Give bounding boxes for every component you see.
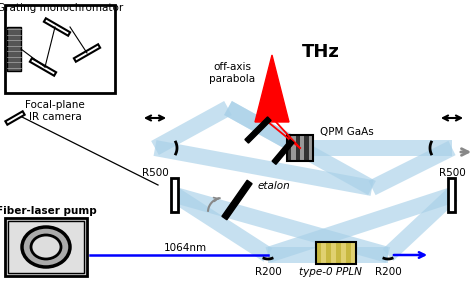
Polygon shape bbox=[272, 140, 294, 164]
Bar bbox=[8, 221, 84, 273]
Bar bbox=[316, 242, 356, 264]
Bar bbox=[296, 135, 300, 161]
Bar bbox=[316, 242, 321, 264]
Polygon shape bbox=[268, 247, 388, 263]
Bar bbox=[351, 242, 356, 264]
Polygon shape bbox=[173, 187, 390, 263]
Bar bbox=[336, 242, 341, 264]
Polygon shape bbox=[224, 101, 304, 155]
Text: R500: R500 bbox=[438, 168, 465, 178]
Polygon shape bbox=[5, 111, 25, 125]
Bar bbox=[321, 242, 326, 264]
Polygon shape bbox=[300, 140, 452, 156]
Polygon shape bbox=[30, 58, 56, 76]
Ellipse shape bbox=[31, 235, 61, 259]
Bar bbox=[5, 218, 87, 276]
Text: off-axis
parabola: off-axis parabola bbox=[209, 62, 255, 84]
Polygon shape bbox=[368, 141, 456, 195]
Text: Fiber-laser pump: Fiber-laser pump bbox=[0, 206, 96, 216]
Polygon shape bbox=[245, 117, 271, 143]
Text: type-0 PPLN: type-0 PPLN bbox=[299, 267, 362, 277]
Bar bbox=[326, 242, 331, 264]
Polygon shape bbox=[265, 187, 455, 263]
Bar bbox=[331, 242, 336, 264]
Polygon shape bbox=[44, 18, 70, 36]
Text: Grating monochromator: Grating monochromator bbox=[0, 3, 123, 13]
Bar bbox=[341, 242, 346, 264]
Bar bbox=[7, 27, 21, 71]
Polygon shape bbox=[171, 188, 273, 262]
Text: R500: R500 bbox=[142, 168, 168, 178]
Bar bbox=[287, 135, 292, 161]
Text: etalon: etalon bbox=[258, 181, 291, 191]
Bar bbox=[346, 242, 351, 264]
Text: Focal-plane
IR camera: Focal-plane IR camera bbox=[25, 100, 85, 122]
Text: QPM GaAs: QPM GaAs bbox=[320, 127, 374, 137]
Ellipse shape bbox=[22, 227, 70, 267]
Polygon shape bbox=[383, 189, 457, 261]
Bar bbox=[304, 135, 309, 161]
Text: THz: THz bbox=[302, 43, 340, 61]
Bar bbox=[5, 5, 115, 93]
Text: 1064nm: 1064nm bbox=[164, 243, 207, 253]
Bar bbox=[292, 135, 296, 161]
Polygon shape bbox=[74, 44, 100, 62]
Polygon shape bbox=[255, 55, 289, 122]
Text: R200: R200 bbox=[374, 267, 401, 277]
Bar bbox=[300, 135, 304, 161]
Bar bbox=[171, 178, 178, 212]
Polygon shape bbox=[154, 140, 374, 196]
Polygon shape bbox=[151, 101, 232, 155]
Bar bbox=[287, 135, 313, 161]
Polygon shape bbox=[224, 101, 376, 195]
Bar bbox=[309, 135, 313, 161]
Polygon shape bbox=[222, 180, 252, 220]
Bar bbox=[448, 178, 455, 212]
Text: R200: R200 bbox=[255, 267, 282, 277]
